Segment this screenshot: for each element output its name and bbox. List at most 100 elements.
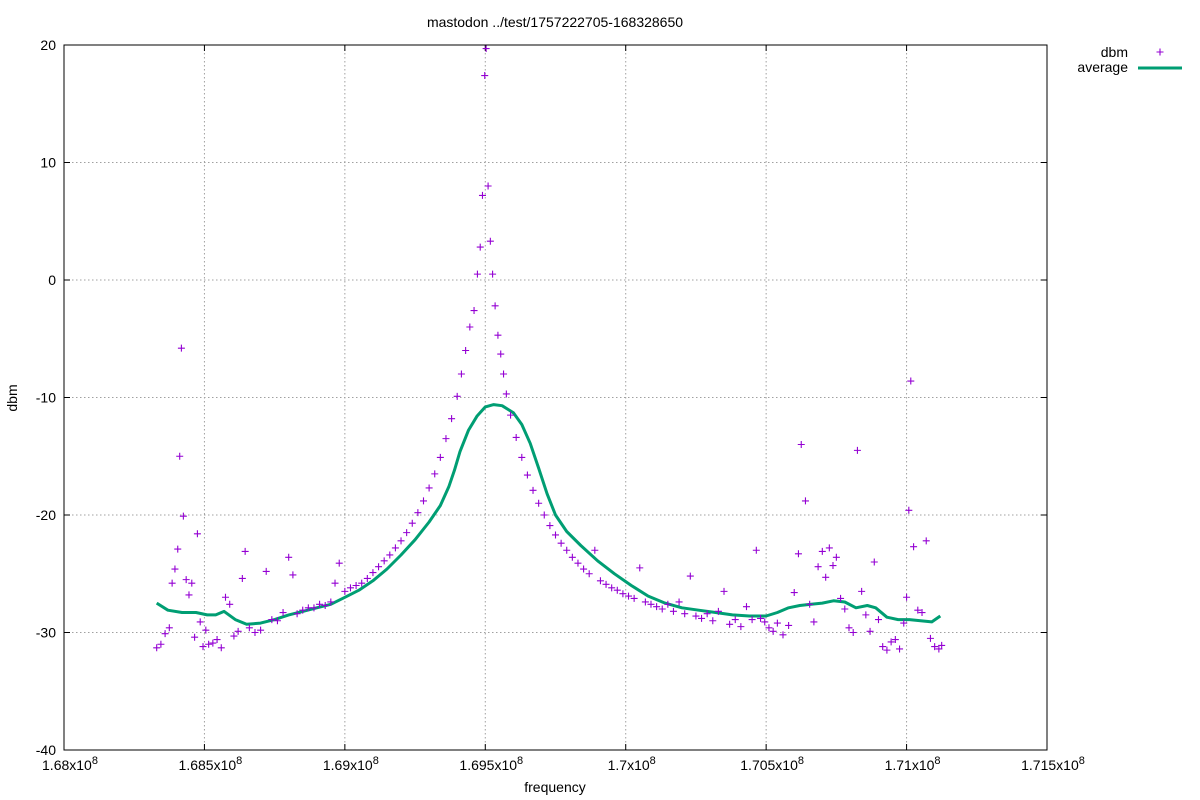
data-point [346, 584, 354, 592]
data-point [938, 641, 946, 649]
data-point [453, 392, 461, 400]
data-point [845, 624, 853, 632]
data-point [289, 571, 297, 579]
data-point [779, 631, 787, 639]
y-tick-label: -30 [36, 625, 56, 641]
data-point [491, 302, 499, 310]
data-point [185, 591, 193, 599]
data-point [273, 617, 281, 625]
data-point [726, 620, 734, 628]
data-point [720, 587, 728, 595]
data-point [213, 636, 221, 644]
data-point [188, 579, 196, 587]
legend-marker-dbm [1156, 48, 1164, 56]
data-point [922, 537, 930, 545]
data-point [752, 546, 760, 554]
legend-point-marker [1156, 48, 1164, 56]
data-point [785, 621, 793, 629]
data-point [331, 579, 339, 587]
data-point [887, 638, 895, 646]
data-point [625, 592, 633, 600]
data-point [380, 557, 388, 565]
legend-label-dbm: dbm [1101, 44, 1128, 60]
data-point [822, 573, 830, 581]
data-point [502, 390, 510, 398]
data-point [299, 606, 307, 614]
data-point [748, 616, 756, 624]
data-point [810, 618, 818, 626]
data-point [476, 243, 484, 251]
data-point [321, 601, 329, 609]
data-point [182, 576, 190, 584]
data-point [391, 544, 399, 552]
data-point [193, 530, 201, 538]
data-point [473, 270, 481, 278]
data-point [891, 636, 899, 644]
data-point [226, 600, 234, 608]
data-point [448, 415, 456, 423]
data-point [818, 547, 826, 555]
data-point [636, 564, 644, 572]
data-point [874, 616, 882, 624]
data-point [910, 543, 918, 551]
data-point [238, 574, 246, 582]
data-point [279, 609, 287, 617]
data-point [709, 617, 717, 625]
data-point [285, 553, 293, 561]
data-point [568, 553, 576, 561]
data-point [896, 645, 904, 653]
data-point [862, 611, 870, 619]
data-point [363, 574, 371, 582]
data-point [794, 550, 802, 558]
x-tick-label: 1.695x108 [459, 755, 523, 773]
x-tick-label: 1.685x108 [179, 755, 243, 773]
data-point [731, 616, 739, 624]
data-point [369, 569, 377, 577]
data-point [442, 435, 450, 443]
data-point [829, 562, 837, 570]
data-point [853, 446, 861, 454]
data-point [806, 600, 814, 608]
data-point [174, 545, 182, 553]
x-tick-label: 1.705x108 [740, 755, 804, 773]
data-point [196, 618, 204, 626]
data-point [419, 497, 427, 505]
x-tick-label: 1.7x108 [608, 755, 656, 773]
data-point [580, 565, 588, 573]
data-point [165, 624, 173, 632]
data-point [507, 411, 515, 419]
data-point [563, 546, 571, 554]
y-axis-title: dbm [4, 384, 20, 411]
y-tick-label: 20 [40, 37, 56, 53]
data-point [512, 433, 520, 441]
data-point [484, 182, 492, 190]
data-point [466, 323, 474, 331]
data-point [870, 558, 878, 566]
data-point [761, 618, 769, 626]
data-point [608, 584, 616, 592]
data-point [905, 506, 913, 514]
data-point [202, 626, 210, 634]
data-point [176, 452, 184, 460]
data-point [837, 594, 845, 602]
y-tick-labels: 20 10 0 -10 -20 -30 -40 [36, 37, 56, 758]
data-point [765, 624, 773, 632]
data-point [557, 539, 565, 547]
data-point [619, 590, 627, 598]
data-point [858, 587, 866, 595]
data-point [262, 567, 270, 575]
data-point [797, 441, 805, 448]
data-point [866, 627, 874, 635]
data-point [641, 598, 649, 606]
data-point [703, 610, 711, 618]
data-point [773, 619, 781, 627]
data-point [907, 377, 915, 385]
data-point [832, 553, 840, 561]
data-point [926, 634, 934, 642]
data-point [698, 614, 706, 622]
data-point [217, 644, 225, 652]
y-tick-label: 0 [48, 272, 56, 288]
data-point [935, 645, 943, 653]
data-point [903, 593, 911, 601]
data-point [552, 531, 559, 539]
